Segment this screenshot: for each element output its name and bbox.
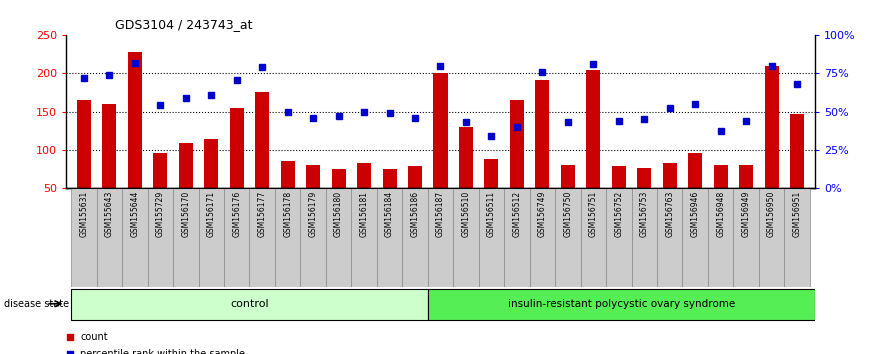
FancyBboxPatch shape (326, 188, 352, 287)
Bar (663, 163, 677, 188)
FancyBboxPatch shape (275, 188, 300, 287)
FancyBboxPatch shape (377, 188, 403, 287)
Text: GSM155729: GSM155729 (156, 190, 165, 237)
Text: GSM156753: GSM156753 (640, 190, 648, 237)
FancyBboxPatch shape (453, 188, 478, 287)
Bar (459, 127, 473, 188)
Text: GSM156187: GSM156187 (436, 190, 445, 237)
FancyBboxPatch shape (198, 188, 224, 287)
Bar (128, 52, 142, 188)
Bar (637, 168, 651, 188)
Text: GSM156178: GSM156178 (283, 190, 292, 237)
FancyBboxPatch shape (784, 188, 810, 287)
Bar (204, 139, 218, 188)
Text: GSM156176: GSM156176 (233, 190, 241, 237)
FancyBboxPatch shape (249, 188, 275, 287)
Bar (536, 80, 550, 188)
FancyBboxPatch shape (403, 188, 428, 287)
Bar (790, 114, 804, 188)
Text: GSM156949: GSM156949 (742, 190, 751, 237)
FancyBboxPatch shape (555, 188, 581, 287)
FancyBboxPatch shape (428, 188, 453, 287)
FancyBboxPatch shape (657, 188, 683, 287)
Text: GSM156170: GSM156170 (181, 190, 190, 237)
Bar (433, 73, 448, 188)
Text: GSM156948: GSM156948 (716, 190, 725, 237)
FancyBboxPatch shape (352, 188, 377, 287)
FancyBboxPatch shape (71, 289, 428, 320)
Bar (611, 166, 626, 188)
FancyBboxPatch shape (504, 188, 529, 287)
Bar (102, 104, 116, 188)
Text: GSM156950: GSM156950 (767, 190, 776, 237)
Bar (714, 165, 728, 188)
Bar (408, 166, 422, 188)
Bar (510, 100, 524, 188)
Bar (382, 169, 396, 188)
FancyBboxPatch shape (300, 188, 326, 287)
Bar (255, 92, 270, 188)
Text: GSM156180: GSM156180 (334, 190, 343, 237)
FancyBboxPatch shape (97, 188, 122, 287)
Text: GSM156511: GSM156511 (487, 190, 496, 237)
Text: GSM156752: GSM156752 (614, 190, 623, 237)
Text: GSM156751: GSM156751 (589, 190, 598, 237)
Text: count: count (80, 332, 107, 342)
Text: GSM156177: GSM156177 (258, 190, 267, 237)
Text: GSM156946: GSM156946 (691, 190, 700, 237)
Text: GSM155644: GSM155644 (130, 190, 139, 237)
FancyBboxPatch shape (122, 188, 148, 287)
FancyBboxPatch shape (428, 289, 815, 320)
Text: GSM156171: GSM156171 (207, 190, 216, 237)
Text: GSM156512: GSM156512 (513, 190, 522, 237)
Bar (281, 161, 294, 188)
FancyBboxPatch shape (478, 188, 504, 287)
FancyBboxPatch shape (606, 188, 632, 287)
Bar (765, 66, 779, 188)
Text: GSM156763: GSM156763 (665, 190, 674, 237)
Text: GSM156179: GSM156179 (308, 190, 318, 237)
Text: GSM155643: GSM155643 (105, 190, 114, 237)
Text: insulin-resistant polycystic ovary syndrome: insulin-resistant polycystic ovary syndr… (507, 299, 735, 309)
Text: GSM155631: GSM155631 (79, 190, 88, 237)
Bar (306, 165, 320, 188)
Text: GSM156749: GSM156749 (538, 190, 547, 237)
FancyBboxPatch shape (632, 188, 657, 287)
Text: GSM156181: GSM156181 (359, 190, 368, 236)
Bar (357, 163, 371, 188)
Bar (485, 159, 499, 188)
FancyBboxPatch shape (71, 188, 97, 287)
FancyBboxPatch shape (529, 188, 555, 287)
Bar (77, 100, 91, 188)
Bar (587, 70, 600, 188)
FancyBboxPatch shape (683, 188, 708, 287)
FancyBboxPatch shape (224, 188, 249, 287)
Text: GSM156750: GSM156750 (563, 190, 573, 237)
Bar (561, 165, 575, 188)
Bar (739, 165, 753, 188)
Bar (688, 153, 702, 188)
FancyBboxPatch shape (733, 188, 759, 287)
Text: percentile rank within the sample: percentile rank within the sample (80, 349, 245, 354)
FancyBboxPatch shape (581, 188, 606, 287)
FancyBboxPatch shape (759, 188, 784, 287)
Bar (153, 153, 167, 188)
Bar (179, 143, 193, 188)
Text: GSM156186: GSM156186 (411, 190, 419, 237)
Text: GDS3104 / 243743_at: GDS3104 / 243743_at (115, 18, 252, 31)
Text: control: control (230, 299, 269, 309)
Bar (230, 108, 244, 188)
Text: GSM156510: GSM156510 (462, 190, 470, 237)
FancyBboxPatch shape (173, 188, 198, 287)
Text: GSM156184: GSM156184 (385, 190, 394, 237)
Bar (331, 169, 345, 188)
FancyBboxPatch shape (708, 188, 733, 287)
FancyBboxPatch shape (148, 188, 173, 287)
Text: disease state: disease state (4, 299, 70, 309)
Text: GSM156951: GSM156951 (793, 190, 802, 237)
